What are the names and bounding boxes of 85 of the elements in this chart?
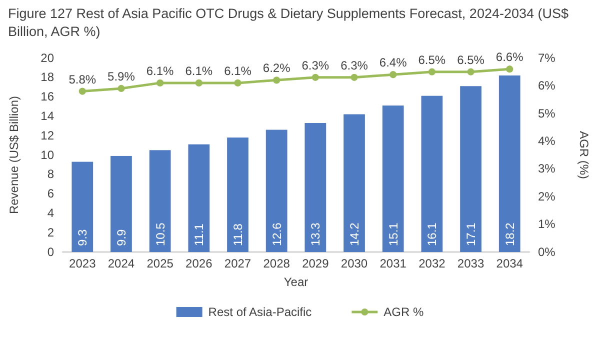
x-tick-label: 2026 [186,256,213,271]
point [195,79,202,87]
point [467,68,474,76]
bar [382,106,404,252]
y2-tick-label: 7% [538,50,556,65]
data-label: 18.2 [502,222,517,246]
point [118,84,125,92]
data-label: 17.1 [464,222,478,246]
data-label: 6.5% [418,52,446,67]
y-tick-label: 16 [40,90,54,104]
point [390,71,397,78]
data-label: 12.6 [270,222,284,246]
x-tick-label: 2031 [380,256,407,271]
bar [304,122,326,252]
data-label: 6.1% [146,64,174,78]
y2-tick-label: 6% [538,78,556,93]
data-label: 11.1 [192,223,206,246]
point [78,88,86,95]
point [234,79,242,87]
data-label: 6.5% [457,52,485,67]
legend-label: AGR % [384,305,424,320]
y-tick-label: 8 [47,167,54,182]
data-label: 6.4% [379,56,408,70]
point [506,66,514,73]
data-label: 6.6% [496,50,524,64]
x-tick-label: 2034 [496,256,524,271]
data-label: 6.2% [262,61,291,76]
data-label: 5.9% [108,69,136,84]
point [428,68,436,76]
y-tick-label: 6 [47,186,54,201]
y-tick-label: 20 [40,50,54,65]
point [273,76,280,84]
y2-tick-label: 4% [538,134,556,148]
x-tick-label: 2028 [263,256,290,271]
point [312,74,319,81]
y-tick-label: 4 [47,206,54,220]
y2-tick-label: 2% [538,189,556,204]
y-tick-label: 10 [40,148,54,162]
y-tick-label: 0 [47,244,54,259]
bar [266,130,288,252]
data-label: 15.1 [386,222,400,246]
y-tick-label: 14 [40,109,54,124]
y-tick-label: 2 [47,225,54,240]
y2-tick-label: 1% [538,217,556,232]
bar [149,150,171,252]
chart-title: Figure 127 Rest of Asia Pacific OTC Drugs & Dietary Supplements Forecast, 2024-2034 (US$ Billion, AGR %) [8,6,569,39]
bar [344,114,365,252]
point [156,79,164,87]
y-tick-label: 12 [40,128,54,142]
bar [110,156,132,252]
y-axis-title: Revenue (US$ Billion) [7,96,21,214]
bar [227,138,248,252]
x-tick-label: 2023 [69,256,96,271]
data-label: 14.2 [347,222,362,246]
bar [460,86,482,252]
x-tick-label: 2025 [146,256,174,271]
y2-tick-label: 3% [538,162,556,176]
bar [188,144,210,252]
data-label: 6.3% [340,58,368,72]
bar [498,75,520,252]
data-label: 10.5 [153,222,168,246]
data-label: 6.1% [224,64,252,78]
data-label: 6.3% [302,58,330,72]
data-label: 9.9 [114,228,128,246]
x-tick-label: 2027 [224,256,252,271]
y2-tick-label: 0% [538,244,556,259]
x-tick-label: 2032 [418,256,446,271]
data-label: 9.3 [76,228,90,246]
data-label: 16.1 [425,222,440,246]
y2-axis-title: AGR (%) [577,131,591,180]
point [350,74,358,81]
bar [421,96,443,252]
data-label: 13.3 [308,222,323,246]
x-tick-label: 2029 [302,256,330,271]
legend-label: Rest of Asia-Pacific [208,305,312,320]
x-tick-label: 2033 [457,256,484,271]
x-tick-label: 2024 [108,256,135,271]
bar [72,162,94,252]
data-label: 5.8% [68,72,96,86]
y2-tick-label: 5% [538,106,556,120]
y-tick-label: 18 [40,70,54,84]
x-tick-label: 2030 [340,256,368,271]
x-axis-title: Year [284,275,308,289]
data-label: 6.1% [185,64,213,78]
data-label: 11.8 [230,223,245,246]
